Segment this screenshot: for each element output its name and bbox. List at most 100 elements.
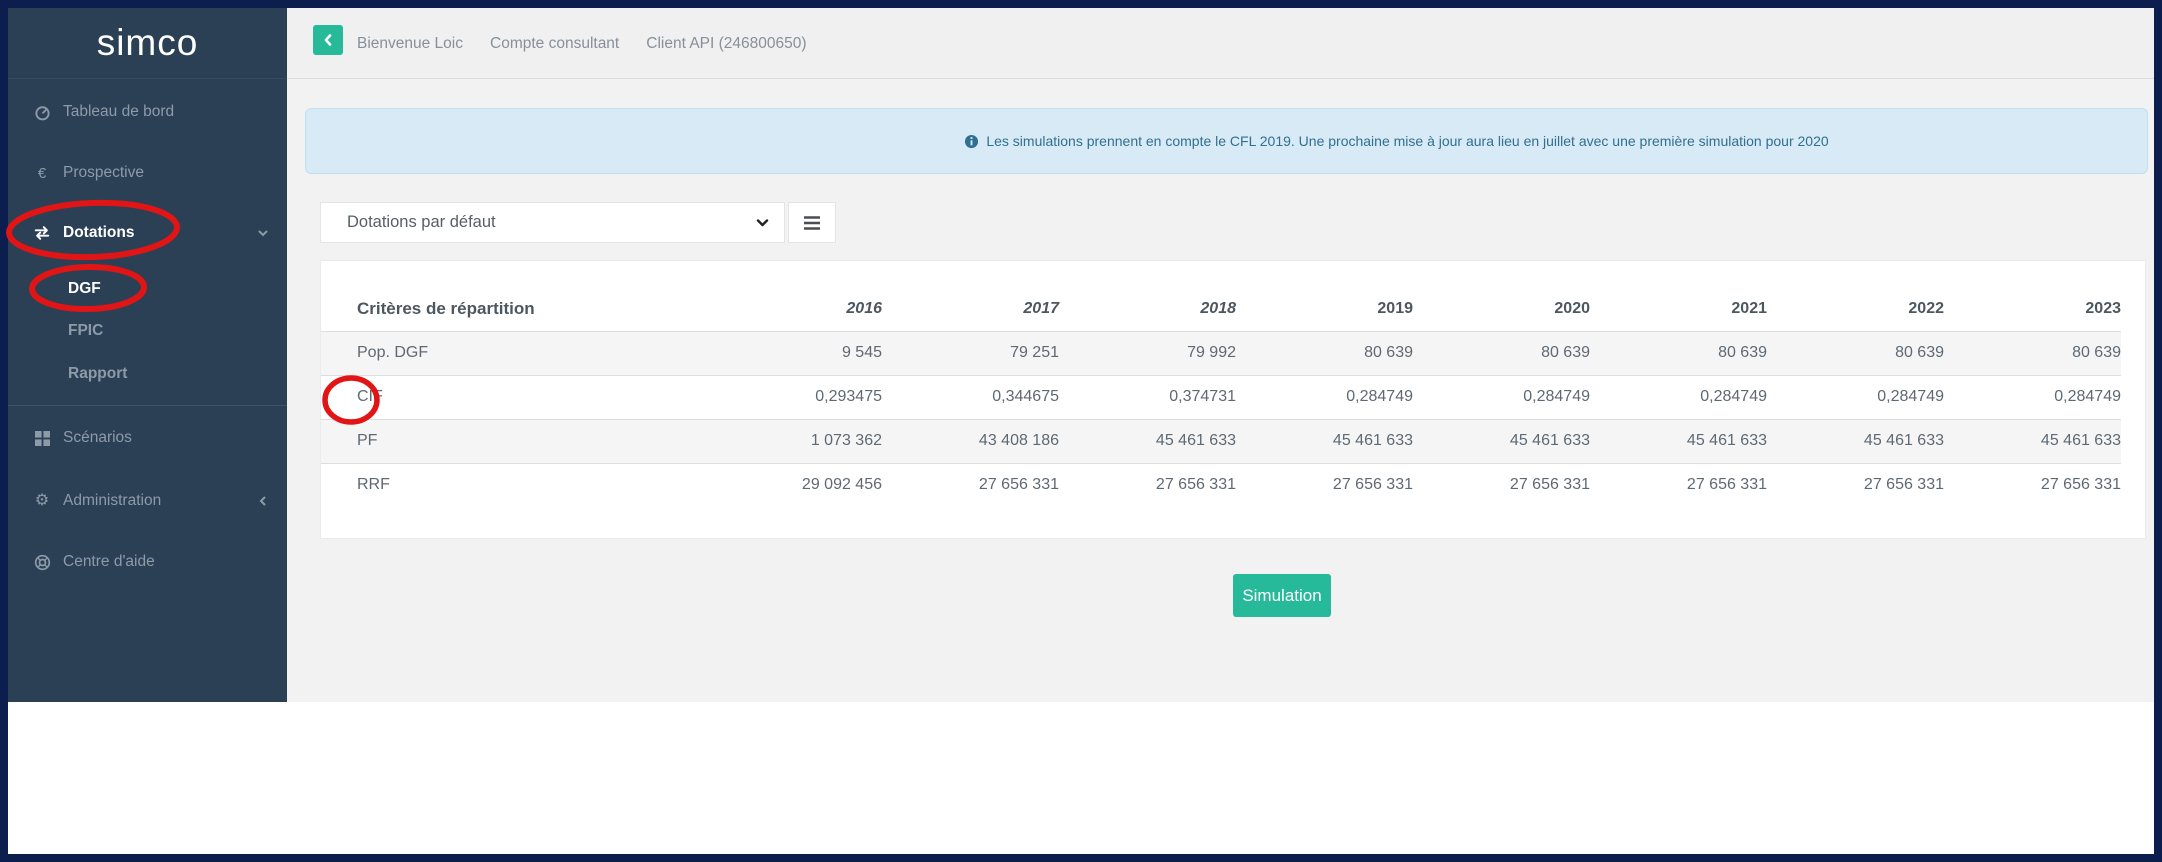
cell: 27 656 331 [1863,476,1944,494]
scenario-select-value: Dotations par défaut [347,213,496,231]
navbar-links: Bienvenue Loic Compte consultant Client … [357,8,807,79]
top-navbar: Bienvenue Loic Compte consultant Client … [287,8,2154,79]
sidebar-item-label: Prospective [63,164,144,181]
sidebar-item-rapport[interactable]: Rapport [68,362,273,386]
cell: 29 092 456 [801,476,882,494]
info-banner-text: Les simulations prennent en compte le CF… [986,133,1829,149]
cell: 45 461 633 [1686,432,1767,449]
cell: 45 461 633 [1332,432,1413,449]
help-icon [32,554,52,571]
row-label: Pop. DGF [357,344,429,361]
hamburger-icon [804,215,820,230]
scenario-menu-button[interactable] [788,202,836,243]
column-header-2020: 2020 [1554,299,1590,317]
gear-icon: ⚙ [34,492,50,509]
chevron-down-icon [756,218,769,228]
column-header-2023: 2023 [2085,299,2121,317]
table-row-cif: CIF 0,293475 0,344675 0,374731 0,284749 … [321,375,2121,419]
column-header-2019: 2019 [1377,299,1413,317]
euro-icon: € [37,164,47,182]
cell: 0,284749 [1523,388,1590,405]
cell: 9 545 [841,344,882,361]
cell: 0,293475 [815,388,882,405]
table-row-pop-dgf: Pop. DGF 9 545 79 251 79 992 80 639 80 6… [321,331,2121,375]
criteria-panel: Critères de répartition 2016 2017 2018 2… [320,260,2146,539]
criteria-table: Critères de répartition 2016 2017 2018 2… [321,287,2121,507]
app-window: simco Tableau de bord € Prospective Dota… [8,8,2154,854]
cell: 80 639 [1718,344,1767,361]
main-content: Bienvenue Loic Compte consultant Client … [287,8,2154,702]
cell: 27 656 331 [1332,476,1413,494]
cell: 0,284749 [1877,388,1944,405]
navbar-link-compte-consultant[interactable]: Compte consultant [490,34,620,52]
sidebar-item-administration[interactable]: ⚙ Administration [32,489,273,513]
sidebar-item-label: Dotations [63,224,135,241]
chevron-left-icon [257,494,269,512]
sidebar-item-label: DGF [68,280,101,297]
cell: 43 408 186 [978,432,1059,449]
sidebar-item-label: FPIC [68,322,104,339]
sidebar: simco Tableau de bord € Prospective Dota… [8,8,287,705]
row-label: PF [357,432,378,449]
cell: 45 461 633 [1155,432,1236,449]
info-banner: Les simulations prennent en compte le CF… [305,108,2148,174]
sidebar-toggle-button[interactable] [313,25,343,55]
cell: 0,284749 [1700,388,1767,405]
cell: 0,374731 [1169,388,1236,405]
grid-icon [32,430,52,446]
cell: 27 656 331 [1509,476,1590,494]
table-header-row: Critères de répartition 2016 2017 2018 2… [321,287,2121,331]
sidebar-divider [8,405,287,406]
sidebar-item-fpic[interactable]: FPIC [68,319,273,343]
column-header-2021: 2021 [1731,299,1767,317]
column-header-2022: 2022 [1908,299,1944,317]
table-row-pf: PF 1 073 362 43 408 186 45 461 633 45 46… [321,419,2121,463]
cell: 80 639 [1364,344,1413,361]
sidebar-item-label: Administration [63,492,162,509]
cell: 80 639 [2072,344,2121,361]
cell: 0,344675 [992,388,1059,405]
cell: 27 656 331 [1686,476,1767,494]
sidebar-item-label: Tableau de bord [63,103,175,120]
table-row-rrf: RRF 29 092 456 27 656 331 27 656 331 27 … [321,463,2121,507]
info-icon [965,134,979,148]
cell: 80 639 [1895,344,1944,361]
page-bottom-area [8,702,2154,854]
cell: 27 656 331 [2040,476,2121,494]
cell: 79 251 [1010,344,1059,361]
sidebar-item-prospective[interactable]: € Prospective [32,161,273,185]
cell: 27 656 331 [1155,476,1236,494]
sidebar-item-scenarios[interactable]: Scénarios [32,426,273,450]
navbar-link-bienvenue[interactable]: Bienvenue Loic [357,34,463,52]
sidebar-item-label: Centre d'aide [63,553,155,570]
column-header-2018: 2018 [1200,299,1236,317]
sidebar-item-tableau-de-bord[interactable]: Tableau de bord [32,100,273,124]
sidebar-item-label: Scénarios [63,429,132,446]
cell: 27 656 331 [978,476,1059,494]
sidebar-item-dgf[interactable]: DGF [68,277,273,301]
column-header-2017: 2017 [1023,299,1059,317]
brand[interactable]: simco [8,8,287,79]
exchange-icon [32,225,52,241]
cell: 0,284749 [1346,388,1413,405]
cell: 45 461 633 [1509,432,1590,449]
chevron-left-icon [324,34,332,46]
navbar-link-client-api[interactable]: Client API (246800650) [646,34,807,52]
cell: 79 992 [1187,344,1236,361]
row-label: CIF [357,388,383,405]
cell: 80 639 [1541,344,1590,361]
cell: 45 461 633 [1863,432,1944,449]
sidebar-item-label: Rapport [68,365,128,382]
scenario-select[interactable]: Dotations par défaut [320,202,785,243]
sidebar-item-dotations[interactable]: Dotations [32,221,273,245]
cell: 1 073 362 [810,432,882,449]
chevron-down-icon [257,226,269,244]
column-header-2016: 2016 [846,299,882,317]
cell: 0,284749 [2054,388,2121,405]
simulation-button[interactable]: Simulation [1233,574,1331,617]
dashboard-icon [32,104,52,121]
row-label: RRF [357,476,390,494]
sidebar-item-centre-daide[interactable]: Centre d'aide [32,550,273,574]
column-header-criteres: Critères de répartition [357,298,535,318]
